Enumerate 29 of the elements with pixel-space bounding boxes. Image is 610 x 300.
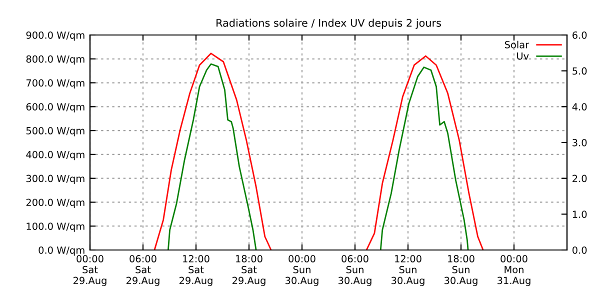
- x-tick-label: 00:00 Sat 29.Aug: [73, 255, 106, 286]
- y2-tick-label: 2.0: [572, 174, 587, 182]
- y-tick-label: 300.0 W/qm: [26, 174, 84, 184]
- chart-title: Radiations solaire / Index UV depuis 2 jours: [216, 18, 441, 29]
- x-tick-label: 12:00 Sun 30.Aug: [392, 255, 424, 286]
- x-tick-label: 12:00 Sat 29.Aug: [179, 255, 212, 286]
- y2-tick-label: 5.0: [572, 67, 587, 75]
- y-tick-label: 400.0 W/qm: [26, 150, 84, 160]
- y2-tick-label: 1.0: [572, 210, 587, 218]
- y-tick-label: 600.0 W/qm: [26, 103, 84, 112]
- x-tick-label: 18:00 Sat 29.Aug: [232, 255, 266, 286]
- x-tick-label: 06:00 Sun 30.Aug: [338, 255, 372, 286]
- x-tick-label: 06:00 Sat 29.Aug: [126, 255, 160, 286]
- y-tick-label: 100.0 W/qm: [26, 222, 84, 232]
- y2-tick-label: 4.0: [572, 103, 587, 110]
- y-tick-label: 500.0 W/qm: [26, 127, 84, 136]
- y-tick-label: 200.0 W/qm: [26, 198, 84, 208]
- y2-tick-label: 6.0: [572, 31, 587, 39]
- y2-tick-label: 3.0: [572, 138, 587, 146]
- y-tick-label: 900.0 W/qm: [26, 31, 84, 41]
- y-tick-label: 0.0 W/qm: [38, 246, 84, 256]
- x-tick-label: 18:00 Sun 30.Aug: [444, 255, 478, 286]
- legend-label: Solar: [504, 40, 530, 48]
- x-tick-label: 00:00 Mon 31.Aug: [498, 255, 530, 286]
- y-tick-label: 700.0 W/qm: [26, 79, 84, 88]
- legend-label: Uv: [517, 52, 529, 60]
- y2-tick-label: 0.0: [572, 246, 587, 254]
- y-tick-label: 800.0 W/qm: [26, 55, 84, 65]
- x-tick-label: 00:00 Sun 30.Aug: [286, 255, 318, 286]
